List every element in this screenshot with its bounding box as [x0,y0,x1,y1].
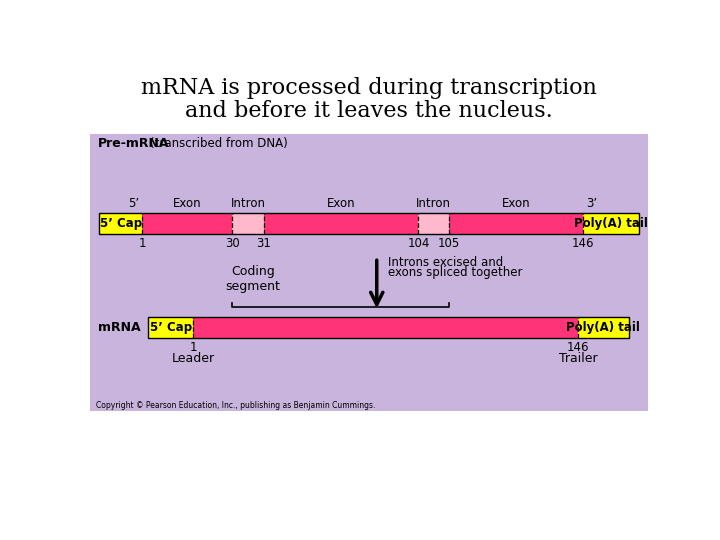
Bar [148,316,629,338]
Text: Intron: Intron [230,197,266,210]
Text: 146: 146 [567,341,590,354]
Text: 5’ Cap: 5’ Cap [99,217,142,230]
Bar [148,316,629,338]
Text: mRNA is processed during transcription: mRNA is processed during transcription [141,77,597,99]
Text: Pre-mRNA: Pre-mRNA [98,137,169,150]
Text: Coding
segment: Coding segment [225,265,280,293]
Text: 1: 1 [189,341,197,354]
Text: Introns excised and: Introns excised and [388,256,503,269]
Bar [90,411,648,481]
Text: exons spliced together: exons spliced together [388,266,523,279]
Text: 104: 104 [408,237,430,250]
Bar [90,134,648,411]
Bar [233,213,264,234]
Text: Leader: Leader [171,352,215,365]
Bar [99,213,639,234]
Text: Copyright © Pearson Education, Inc., publishing as Benjamin Cummings.: Copyright © Pearson Education, Inc., pub… [96,401,376,410]
Text: (transcribed from DNA): (transcribed from DNA) [150,137,288,150]
Text: 105: 105 [438,237,460,250]
Text: Trailer: Trailer [559,352,598,365]
Text: 3’: 3’ [586,197,597,210]
Text: Poly(A) tail: Poly(A) tail [574,217,648,230]
Text: 5’: 5’ [127,197,139,210]
Text: Exon: Exon [173,197,202,210]
Text: Intron: Intron [416,197,451,210]
Text: 31: 31 [256,237,271,250]
Text: and before it leaves the nucleus.: and before it leaves the nucleus. [185,100,553,122]
Text: Exon: Exon [327,197,356,210]
Bar [99,213,639,234]
Text: mRNA: mRNA [98,321,140,334]
Bar [148,316,193,338]
Text: 1: 1 [138,237,145,250]
Text: Exon: Exon [502,197,531,210]
Bar [418,213,449,234]
Text: 146: 146 [572,237,594,250]
Text: 30: 30 [225,237,240,250]
Text: Poly(A) tail: Poly(A) tail [567,321,640,334]
Bar [90,65,648,134]
Bar [578,316,629,338]
Bar [99,213,142,234]
Text: 5’ Cap: 5’ Cap [150,321,192,334]
Bar [583,213,639,234]
